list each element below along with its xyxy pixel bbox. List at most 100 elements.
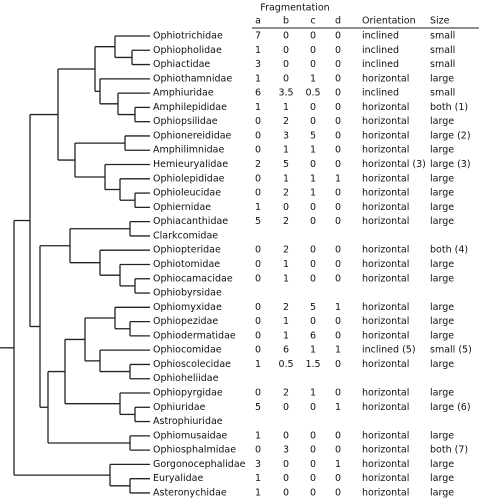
taxon-name: Ophiomyxidae	[153, 302, 222, 313]
fragmentation-value: 1.5	[305, 359, 320, 370]
fragmentation-value: 1	[283, 330, 289, 341]
fragmentation-value: 1	[283, 316, 289, 327]
taxon-name: Clarkcomidae	[153, 230, 218, 241]
size-value: small (5)	[430, 345, 472, 356]
fragmentation-value: 2	[283, 216, 289, 227]
fragmentation-value: 0	[255, 259, 261, 270]
column-header: c	[310, 16, 315, 27]
orientation-value: inclined	[362, 45, 399, 56]
fragmentation-value: 0	[335, 130, 341, 141]
size-value: large	[430, 216, 454, 227]
orientation-value: inclined	[362, 88, 399, 99]
fragmentation-value: 0	[335, 473, 341, 484]
fragmentation-value: 0	[335, 202, 341, 213]
orientation-value: horizontal	[362, 216, 409, 227]
taxon-name: Ophiodermatidae	[153, 330, 236, 341]
taxon-name: Ophionereididae	[153, 130, 232, 141]
fragmentation-value: 5	[310, 130, 316, 141]
taxon-name: Ophioheliidae	[153, 373, 219, 384]
fragmentation-value: 1	[310, 345, 316, 356]
taxon-name: Ophiopholidae	[153, 45, 222, 56]
fragmentation-value: 0	[310, 487, 316, 498]
fragmentation-value: 1	[310, 388, 316, 399]
taxon-name: Ophiopezidae	[153, 316, 218, 327]
fragmentation-value: 0	[310, 216, 316, 227]
taxon-name: Ophiernidae	[153, 202, 211, 213]
size-value: large	[430, 459, 454, 470]
fragmentation-value: 0	[335, 188, 341, 199]
taxon-name: Amphilepididae	[153, 102, 227, 113]
fragmentation-value: 0	[310, 473, 316, 484]
orientation-value: horizontal	[362, 445, 409, 456]
fragmentation-value: 0	[255, 316, 261, 327]
fragmentation-value: 0	[255, 173, 261, 184]
column-header: d	[335, 16, 341, 27]
fragmentation-value: 6	[310, 330, 316, 341]
fragmentation-value: 1	[335, 173, 341, 184]
fragmentation-value: 0	[310, 102, 316, 113]
orientation-header: Orientation	[362, 16, 416, 27]
size-value: both (4)	[430, 245, 468, 256]
size-value: small	[430, 45, 455, 56]
orientation-value: horizontal	[362, 359, 409, 370]
fragmentation-value: 3	[283, 130, 289, 141]
fragmentation-value: 6	[283, 345, 289, 356]
taxon-name: Ophiuridae	[153, 402, 206, 413]
size-value: large	[430, 388, 454, 399]
orientation-value: horizontal	[362, 388, 409, 399]
fragmentation-value: 0	[335, 88, 341, 99]
fragmentation-value: 5	[255, 402, 261, 413]
fragmentation-value: 0	[335, 445, 341, 456]
taxon-name: Ophiobyrsidae	[153, 288, 222, 299]
fragmentation-value: 0	[255, 388, 261, 399]
fragmentation-value: 0	[335, 159, 341, 170]
size-value: large	[430, 173, 454, 184]
fragmentation-value: 1	[255, 359, 261, 370]
fragmentation-value: 0	[283, 31, 289, 42]
fragmentation-value: 0	[255, 345, 261, 356]
fragmentation-value: 6	[255, 88, 261, 99]
orientation-value: horizontal	[362, 330, 409, 341]
orientation-value: horizontal	[362, 130, 409, 141]
orientation-value: horizontal	[362, 273, 409, 284]
size-value: large (2)	[430, 130, 471, 141]
fragmentation-value: 7	[255, 31, 261, 42]
fragmentation-value: 1	[310, 145, 316, 156]
taxon-name: Ophiopyrgidae	[153, 388, 223, 399]
fragmentation-value: 5	[310, 302, 316, 313]
fragmentation-value: 0	[283, 59, 289, 70]
size-value: large	[430, 202, 454, 213]
size-value: large	[430, 259, 454, 270]
size-value: large	[430, 487, 454, 498]
fragmentation-value: 0	[310, 273, 316, 284]
orientation-value: horizontal	[362, 188, 409, 199]
fragmentation-value: 0	[310, 202, 316, 213]
orientation-value: horizontal	[362, 116, 409, 127]
size-value: large	[430, 116, 454, 127]
fragmentation-value: 3	[255, 459, 261, 470]
fragmentation-value: 1	[335, 302, 341, 313]
fragmentation-value: 1	[255, 473, 261, 484]
orientation-value: horizontal (3)	[362, 159, 426, 170]
fragmentation-value: 2	[283, 302, 289, 313]
orientation-value: inclined (5)	[362, 345, 416, 356]
size-value: large	[430, 145, 454, 156]
size-value: large	[430, 473, 454, 484]
size-value: small	[430, 88, 455, 99]
fragmentation-value: 0	[310, 245, 316, 256]
size-value: large	[430, 330, 454, 341]
fragmentation-value: 0	[335, 259, 341, 270]
fragmentation-value: 0.5	[305, 88, 320, 99]
orientation-value: horizontal	[362, 459, 409, 470]
fragmentation-value: 3	[255, 59, 261, 70]
fragmentation-value: 0	[283, 402, 289, 413]
fragmentation-value: 1	[335, 345, 341, 356]
fragmentation-value: 0	[335, 59, 341, 70]
fragmentation-value: 0	[310, 445, 316, 456]
taxon-name: Ophiopteridae	[153, 245, 221, 256]
fragmentation-value: 3	[283, 445, 289, 456]
taxon-name: Hemieuryalidae	[153, 159, 228, 170]
fragmentation-value: 0	[335, 73, 341, 84]
fragmentation-value: 0	[310, 59, 316, 70]
taxon-name: Ophioleucidae	[153, 188, 221, 199]
